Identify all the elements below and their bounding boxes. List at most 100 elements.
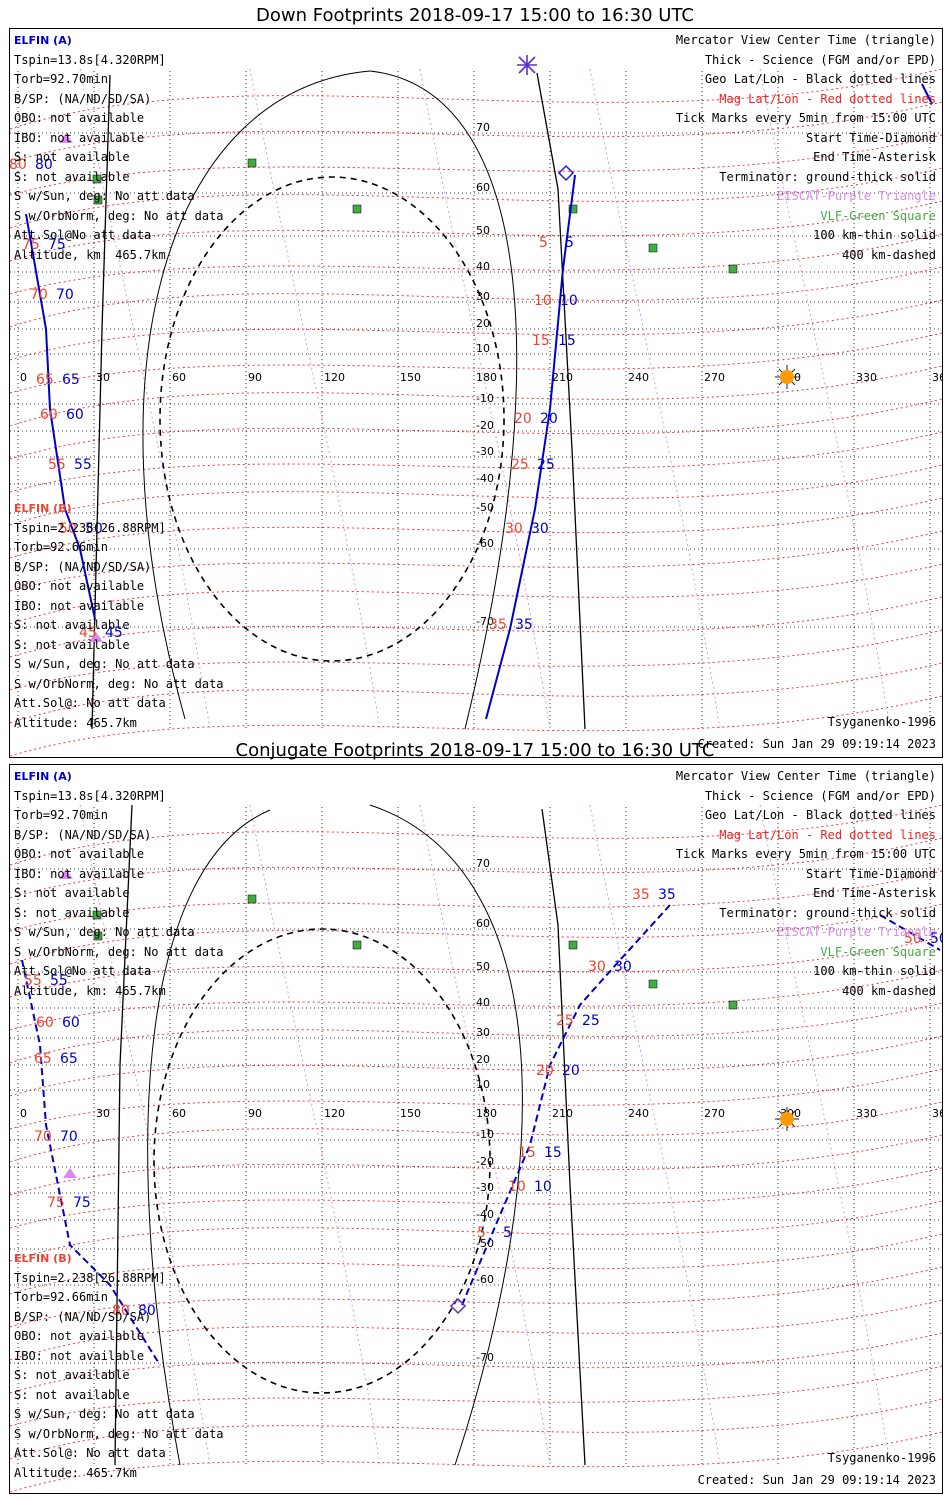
elfin-b-line: OBO: not available	[14, 1329, 145, 1343]
elfin-b-header: ELFIN (B)	[14, 1252, 72, 1265]
lon-tick-label: 360	[932, 371, 942, 384]
elfin-a-line: OBO: not available	[14, 847, 145, 861]
track-b-tick-red: 80	[10, 157, 27, 173]
elfin-a-line: Torb=92.70min	[14, 808, 108, 822]
track-b-tick-red: 55	[48, 457, 66, 473]
lat-tick-labels: 70 60 50 40 30 20 10 -10 -20 -30 -40 -50 -60 -70	[476, 121, 494, 628]
lat-tick-label: 70	[476, 121, 490, 134]
lat-tick-label: -70	[476, 1351, 494, 1364]
elfin-a-line: S w/OrbNorm, deg: No att data	[14, 208, 224, 223]
vlf-square	[728, 1000, 738, 1010]
lat-tick-label: 10	[476, 342, 490, 355]
mag-meridian	[79, 804, 211, 1466]
track-a-tick-blue: 20	[540, 411, 558, 427]
track-a-tick-red: 25	[556, 1013, 574, 1029]
track-b-tick-blue: 60	[62, 1015, 80, 1031]
legend-item: Terminator: ground-thick solid	[719, 169, 936, 184]
lon-tick-label: 270	[704, 1107, 725, 1120]
elfin-b-line: Tspin=2.238[26.88RPM]	[14, 1270, 166, 1285]
legend-item: Mercator View Center Time (triangle)	[675, 769, 936, 783]
vlf-square	[728, 264, 738, 274]
track-b-tick-red: 75	[22, 237, 40, 253]
lat-tick-label: -10	[476, 392, 494, 405]
vlf-square	[247, 894, 257, 904]
elfin-b-line: Att.Sol@: No att data	[14, 1446, 166, 1460]
elfin-b-line: S w/OrbNorm, deg: No att data	[14, 1426, 224, 1441]
track-b-tick-blue: 70	[56, 287, 74, 303]
track-b-tick-blue: 55	[74, 457, 92, 473]
lon-tick-label: 360	[932, 1107, 942, 1120]
track-b-tick-red: 45	[79, 625, 97, 641]
lat-tick-label: 50	[476, 224, 490, 237]
vlf-square	[92, 174, 102, 184]
mag-meridian	[419, 804, 551, 1466]
track-a-tick-red: 15	[532, 333, 550, 349]
elfin-a-info: ELFIN (A) Tspin=13.8s[4.320RPM] Torb=92.…	[14, 767, 224, 1001]
track-b-tick-blue: 70	[60, 1129, 78, 1145]
lon-tick-label: 120	[324, 1107, 345, 1120]
track-a-tick-red: 25	[511, 457, 529, 473]
lon-tick-label: 60	[172, 1107, 186, 1120]
vlf-square	[352, 204, 362, 214]
eiscat-markers	[59, 133, 103, 642]
vlf-square	[93, 931, 103, 941]
track-b-tick-blue: 50	[930, 931, 942, 947]
model-label: Tsyganenko-1996	[827, 715, 936, 729]
track-a-tick-blue: 30	[614, 959, 632, 975]
legend-item: Start Time-Diamond	[805, 130, 936, 145]
conjugate-footprints-panel: 0306090120150180210240270300330360 70605…	[9, 764, 943, 1494]
lat-tick-label: -50	[476, 501, 494, 514]
lat-tick-label: 10	[476, 1078, 490, 1091]
legend-item: Thick - Science (FGM and/or EPD)	[704, 788, 936, 803]
track-a-tick-red: 35	[632, 887, 650, 903]
legend-item: Start Time-Diamond	[805, 866, 936, 881]
track-a-tick-blue: 35	[658, 887, 676, 903]
geo-grid	[10, 807, 942, 1465]
lat-tick-label: -30	[476, 1181, 494, 1194]
elfin-a-line: OBO: not available	[14, 111, 145, 125]
elfin-a-line: Att.Sol@No att data	[14, 228, 152, 242]
elfin-a-header: ELFIN (A)	[14, 770, 72, 783]
track-b-tick-blue: 80	[138, 1303, 156, 1319]
lon-tick-label: 90	[248, 1107, 262, 1120]
elfin-b-line: Tspin=2.238[26.88RPM]	[14, 520, 166, 535]
conjugate-footprints-map: 0306090120150180210240270300330360 70605…	[10, 804, 942, 1493]
elfin-b-line: B/SP: (NA/ND/SD/SA)	[14, 1309, 152, 1324]
track-b-tick-red: 70	[34, 1129, 52, 1145]
elfin-a-line: S w/OrbNorm, deg: No att data	[14, 944, 224, 959]
created-label: Created: Sun Jan 29 09:19:14 2023	[697, 1473, 936, 1487]
legend-item: 100 km-thin solid	[813, 964, 936, 978]
elfin-a-line: S: not available	[14, 150, 130, 164]
track-a-tick-red: 5	[539, 235, 548, 251]
legend-item: 400 km-dashed	[842, 247, 936, 262]
elfin-a-line: S w/Sun, deg: No att data	[14, 925, 195, 939]
lon-tick-label: 240	[628, 1107, 649, 1120]
elfin-b-line: IBO: not available	[14, 598, 145, 613]
elfin-b-info: ELFIN (B) Tspin=2.238[26.88RPM] Torb=92.…	[14, 499, 224, 733]
elfin-a-line: Altitude, km: 465.7km	[14, 983, 166, 998]
model-label: Tsyganenko-1996	[827, 1451, 936, 1465]
elfin-a-line: Att.Sol@No att data	[14, 964, 152, 978]
sun-marker	[775, 1107, 799, 1131]
track-b-tick-blue: 65	[62, 372, 80, 388]
track-b-tick-blue: 75	[48, 237, 66, 253]
lat-tick-label: -70	[476, 615, 494, 628]
track-a-tick-blue: 10	[560, 293, 578, 309]
track-a-tick-red: 30	[505, 521, 523, 537]
vlf-square	[352, 940, 362, 950]
track-a-tick-blue: 25	[537, 457, 555, 473]
track-a-tick-blue: 5	[503, 1225, 512, 1241]
elfin-a-line: S: not available	[14, 886, 130, 900]
track-a-tick-blue: 10	[534, 1179, 552, 1195]
lon-tick-label: 150	[400, 1107, 421, 1120]
track-b-tick-red: 65	[34, 1051, 52, 1067]
lon-tick-label: 270	[704, 371, 725, 384]
legend-item: End Time-Asterisk	[813, 886, 936, 900]
end-asterisk	[517, 55, 537, 75]
lat-tick-label: -60	[476, 537, 494, 550]
start-diamond	[557, 164, 575, 182]
lon-tick-label: 30	[96, 1107, 110, 1120]
track-b-tick-blue: 45	[105, 625, 123, 641]
lat-tick-label: -60	[476, 1273, 494, 1286]
